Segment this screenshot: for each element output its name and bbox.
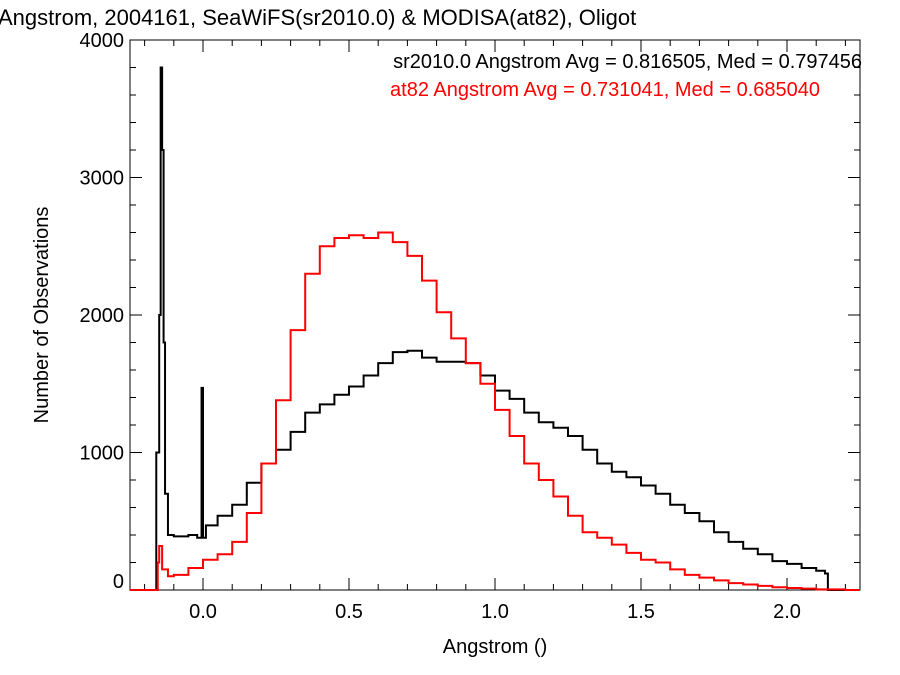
y-tick-label: 0 <box>113 571 124 593</box>
y-tick-label: 4000 <box>80 30 125 52</box>
plot-area: 0.0 0.5 1.0 1.5 2.0 0 1000 2000 3000 4000 <box>80 30 861 623</box>
y-tick-label: 2000 <box>80 305 125 327</box>
x-tick-label: 0.5 <box>335 601 363 623</box>
x-tick-label: 1.5 <box>627 601 655 623</box>
y-tick-label: 1000 <box>80 443 125 465</box>
x-tick-label: 2.0 <box>773 601 801 623</box>
x-axis-label: Angstrom () <box>443 636 547 658</box>
y-axis-label: Number of Observations <box>31 207 53 424</box>
data-series <box>130 66 860 591</box>
histogram-series-0 <box>130 66 860 591</box>
x-tick-label: 0.0 <box>189 601 217 623</box>
annotation-0: sr2010.0 Angstrom Avg = 0.816505, Med = … <box>393 51 862 73</box>
x-tick-label: 1.0 <box>481 601 509 623</box>
axis-ticks: 0.0 0.5 1.0 1.5 2.0 0 1000 2000 3000 4000 <box>80 30 860 623</box>
y-tick-label: 3000 <box>80 168 125 190</box>
chart-title: Angstrom, 2004161, SeaWiFS(sr2010.0) & M… <box>0 5 636 30</box>
histogram-series-1 <box>130 231 860 591</box>
annotation-1: at82 Angstrom Avg = 0.731041, Med = 0.68… <box>390 79 820 101</box>
